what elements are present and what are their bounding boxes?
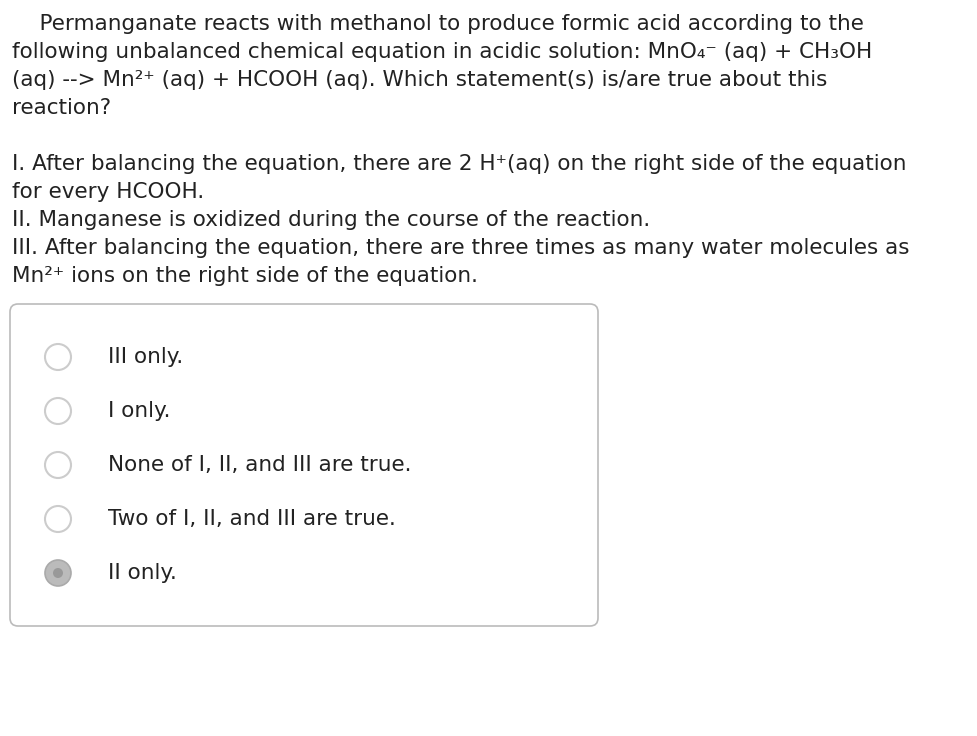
Text: Two of I, II, and III are true.: Two of I, II, and III are true. <box>107 509 396 529</box>
Text: I only.: I only. <box>107 401 170 421</box>
Circle shape <box>45 560 71 586</box>
Text: following unbalanced chemical equation in acidic solution: MnO₄⁻ (aq) + CH₃OH: following unbalanced chemical equation i… <box>12 42 871 62</box>
Text: for every HCOOH.: for every HCOOH. <box>12 182 204 202</box>
Text: reaction?: reaction? <box>12 98 111 118</box>
Circle shape <box>45 398 71 424</box>
Text: (aq) --> Mn²⁺ (aq) + HCOOH (aq). Which statement(s) is/are true about this: (aq) --> Mn²⁺ (aq) + HCOOH (aq). Which s… <box>12 70 827 90</box>
Circle shape <box>45 344 71 370</box>
Text: I. After balancing the equation, there are 2 H⁺(aq) on the right side of the equ: I. After balancing the equation, there a… <box>12 154 906 174</box>
Text: Mn²⁺ ions on the right side of the equation.: Mn²⁺ ions on the right side of the equat… <box>12 266 478 286</box>
Circle shape <box>45 452 71 478</box>
Text: None of I, II, and III are true.: None of I, II, and III are true. <box>107 455 411 475</box>
Text: III only.: III only. <box>107 347 183 367</box>
Text: II only.: II only. <box>107 563 177 583</box>
Text: Permanganate reacts with methanol to produce formic acid according to the: Permanganate reacts with methanol to pro… <box>12 14 863 34</box>
Text: II. Manganese is oxidized during the course of the reaction.: II. Manganese is oxidized during the cou… <box>12 210 650 230</box>
Circle shape <box>45 506 71 532</box>
Circle shape <box>53 568 63 578</box>
Text: III. After balancing the equation, there are three times as many water molecules: III. After balancing the equation, there… <box>12 238 909 258</box>
FancyBboxPatch shape <box>10 304 597 626</box>
